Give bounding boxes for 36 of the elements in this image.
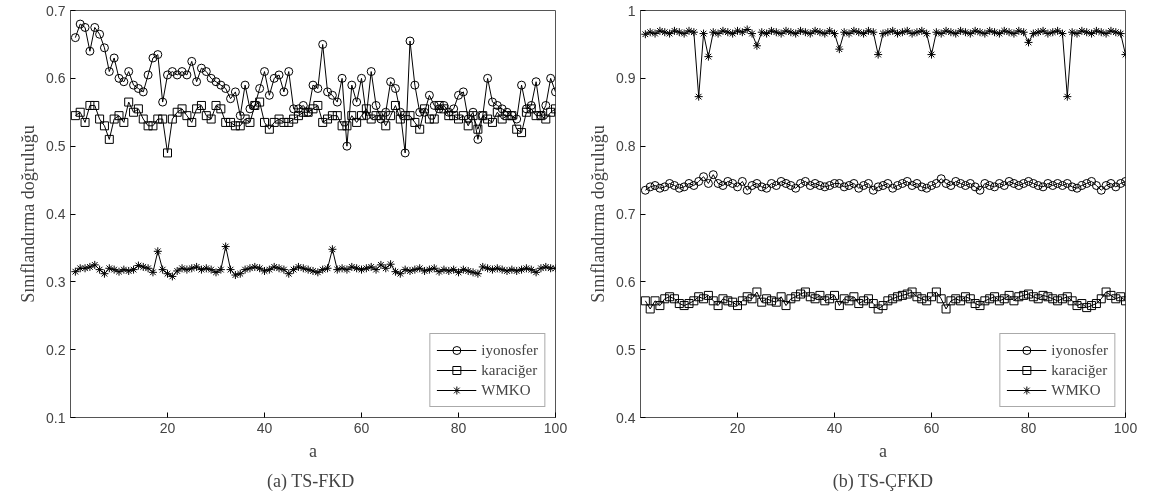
text: (b) TS-ÇFKD	[832, 470, 933, 492]
x-tick-label: 80	[450, 419, 467, 436]
x-axis-title: a	[309, 440, 318, 461]
y-tick-label: 1	[627, 2, 636, 19]
x-tick-label: 100	[1113, 419, 1138, 436]
y-tick-label: 0.8	[616, 138, 636, 155]
x-tick-label: 40	[256, 419, 273, 436]
y-tick-label: 0.2	[46, 341, 66, 358]
y-tick-label: 0.1	[46, 409, 66, 426]
legend-label: WMKO	[481, 381, 531, 399]
y-tick-label: 0.6	[616, 273, 636, 290]
legend-label: iyonosfer	[1051, 341, 1108, 359]
y-tick-label: 0.3	[46, 273, 66, 290]
x-tick-label: 40	[826, 419, 843, 436]
x-tick-label: 60	[923, 419, 940, 436]
legend-label: karaciğer	[481, 361, 538, 379]
y-tick-label: 0.5	[46, 138, 66, 155]
x-tick-label: 20	[729, 419, 746, 436]
x-tick-label: 80	[1020, 419, 1037, 436]
legend-label: karaciğer	[1051, 361, 1108, 379]
y-tick-label: 0.4	[46, 206, 66, 222]
y-tick-label: 0.7	[616, 206, 636, 222]
x-axis-title: a	[879, 440, 888, 461]
x-tick-label: 60	[353, 419, 370, 436]
y-axis-title: Sınıflandırma doğruluğu	[18, 125, 39, 303]
y-tick-label: 0.9	[616, 70, 636, 87]
text: (a) TS-FKD	[267, 470, 355, 492]
x-tick-label: 20	[159, 419, 176, 436]
y-tick-label: 0.5	[616, 341, 636, 358]
legend-label: iyonosfer	[481, 341, 538, 359]
x-tick-label: 100	[543, 419, 568, 436]
legend-label: WMKO	[1051, 381, 1101, 399]
y-tick-label: 0.6	[46, 70, 66, 87]
y-tick-label: 0.7	[46, 2, 66, 19]
y-axis-title: Sınıflandırma doğruluğu	[588, 125, 609, 303]
y-tick-label: 0.4	[616, 409, 636, 426]
